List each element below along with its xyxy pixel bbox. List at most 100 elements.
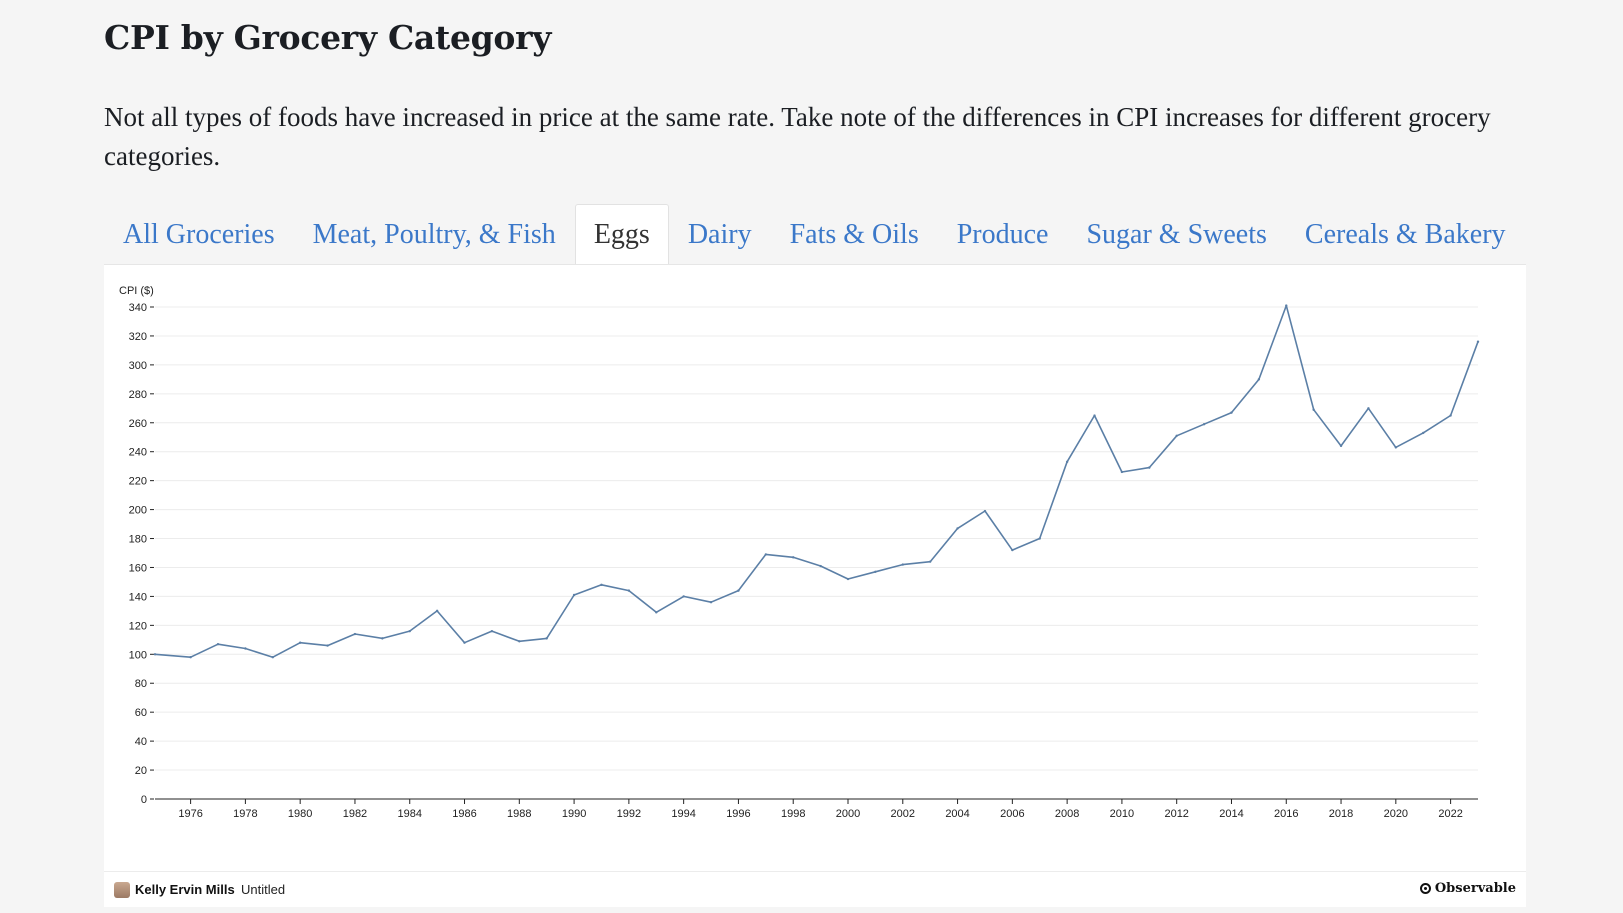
data-point	[153, 653, 157, 656]
data-point	[600, 583, 603, 587]
notebook-title[interactable]: Untitled	[241, 882, 286, 897]
data-point	[381, 637, 384, 640]
x-tick-label: 1988	[507, 808, 531, 820]
data-point	[216, 642, 220, 646]
data-point	[1285, 304, 1288, 307]
y-tick-label: 100	[129, 649, 147, 661]
x-tick-label: 1996	[726, 808, 750, 820]
x-tick-label: 1978	[233, 808, 257, 820]
data-point	[1202, 423, 1206, 426]
data-point	[572, 593, 576, 597]
data-point	[353, 632, 357, 636]
data-point	[463, 641, 466, 644]
x-tick-label: 2012	[1164, 808, 1188, 820]
x-tick-label: 2008	[1055, 808, 1079, 820]
tab-meat-poultry-fish[interactable]: Meat, Poultry, & Fish	[312, 219, 556, 250]
x-tick-label: 2018	[1329, 808, 1353, 820]
y-tick-label: 240	[129, 447, 147, 459]
tab-dairy[interactable]: Dairy	[687, 219, 752, 250]
y-tick-label: 80	[135, 678, 147, 690]
data-point	[655, 611, 658, 614]
x-tick-label: 2010	[1110, 808, 1134, 820]
x-tick-label: 1998	[781, 808, 805, 820]
y-tick-label: 120	[129, 620, 147, 632]
data-point	[326, 644, 329, 647]
data-point	[1038, 537, 1041, 540]
y-tick-label: 140	[129, 591, 147, 603]
data-point	[408, 629, 411, 633]
page-title: CPI by Grocery Category	[104, 18, 552, 57]
tab-produce[interactable]: Produce	[956, 219, 1049, 250]
data-point	[819, 564, 822, 568]
y-tick-label: 40	[135, 736, 147, 748]
data-point	[545, 637, 548, 640]
tab-all-groceries[interactable]: All Groceries	[123, 219, 275, 250]
tab-eggs[interactable]: Eggs	[574, 204, 669, 265]
chart-panel: CPI ($) 0 20 40 60 80 100 120 140 160 180 200 220 240…	[104, 264, 1526, 872]
x-tick-label: 2014	[1219, 808, 1243, 820]
data-point	[956, 527, 959, 530]
y-tick-label: 280	[129, 389, 147, 401]
x-tick-label: 2006	[1000, 808, 1024, 820]
data-point	[1367, 407, 1370, 410]
data-point	[1339, 444, 1343, 448]
x-tick-label: 1986	[452, 808, 476, 820]
y-tick-label: 200	[129, 505, 147, 517]
data-point	[792, 556, 795, 559]
data-point	[1230, 411, 1233, 414]
data-point	[1449, 414, 1452, 417]
y-tick-label: 160	[129, 562, 147, 574]
data-point	[189, 655, 192, 659]
data-point	[298, 641, 302, 644]
data-point	[271, 655, 274, 659]
x-tick-label: 2000	[836, 808, 860, 820]
x-tick-label: 1984	[397, 808, 421, 820]
x-tick-label: 2020	[1384, 808, 1408, 820]
tab-sugar-sweets[interactable]: Sugar & Sweets	[1086, 219, 1267, 250]
brand-label: Observable	[1434, 881, 1516, 896]
notebook-footer: Kelly Ervin Mills Untitled Observable	[104, 871, 1526, 907]
y-tick-label: 180	[129, 534, 147, 546]
x-tick-label: 2016	[1274, 808, 1298, 820]
data-point	[1312, 408, 1315, 411]
data-point	[874, 570, 877, 574]
y-tick-label: 340	[129, 302, 147, 314]
x-tick-label: 1980	[288, 808, 312, 820]
data-point	[901, 563, 904, 566]
y-tick-label: 220	[129, 476, 147, 488]
y-tick-label: 20	[135, 765, 147, 777]
data-point	[244, 647, 247, 650]
data-point	[983, 509, 987, 513]
x-tick-label: 1976	[178, 808, 202, 820]
x-tick-label: 1994	[671, 808, 695, 820]
y-tick-label: 320	[129, 331, 147, 343]
x-tick-label: 2004	[945, 808, 969, 820]
x-tick-label: 2022	[1438, 808, 1462, 820]
data-point	[1394, 446, 1398, 449]
author-name[interactable]: Kelly Ervin Mills	[135, 882, 235, 897]
data-point	[1148, 466, 1151, 469]
data-point	[682, 595, 685, 598]
observable-logo[interactable]: Observable	[1419, 881, 1516, 896]
data-point	[928, 560, 932, 563]
x-tick-label: 1990	[562, 808, 586, 820]
x-tick-label: 1982	[343, 808, 367, 820]
observable-icon	[1419, 883, 1431, 894]
data-point	[1120, 470, 1124, 474]
y-tick-label: 0	[141, 794, 147, 806]
data-point	[764, 553, 768, 556]
data-point	[490, 629, 494, 633]
x-tick-label: 1992	[617, 808, 641, 820]
data-point	[1476, 340, 1480, 343]
data-point	[518, 640, 521, 643]
data-point	[737, 589, 740, 592]
author-avatar[interactable]	[114, 882, 130, 898]
tab-cereals-bakery[interactable]: Cereals & Bakery	[1304, 219, 1506, 250]
data-point	[1011, 548, 1014, 552]
data-point	[1175, 434, 1178, 437]
y-tick-label: 260	[129, 418, 147, 430]
data-point	[435, 609, 439, 613]
intro-paragraph: Not all types of foods have increased in…	[104, 102, 1491, 171]
data-point	[709, 601, 713, 604]
tab-fats-oils[interactable]: Fats & Oils	[789, 219, 919, 250]
